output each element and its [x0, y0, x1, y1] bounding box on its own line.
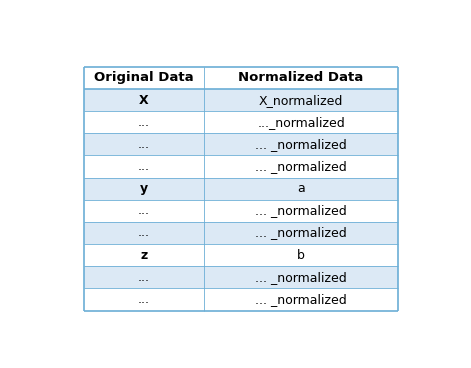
Text: z: z	[140, 249, 148, 262]
Text: ...: ...	[138, 226, 150, 240]
Bar	[84, 222, 398, 244]
Text: X_normalized: X_normalized	[259, 93, 343, 107]
Text: Normalized Data: Normalized Data	[238, 71, 364, 84]
Bar	[84, 200, 398, 222]
Text: y: y	[140, 182, 148, 195]
Bar	[84, 111, 398, 133]
Text: ...: ...	[138, 293, 150, 306]
Text: ... _normalized: ... _normalized	[255, 138, 347, 151]
Bar	[84, 289, 398, 311]
Text: ...: ...	[138, 160, 150, 173]
Text: b: b	[297, 249, 305, 262]
Text: ... _normalized: ... _normalized	[255, 160, 347, 173]
Text: ..._normalized: ..._normalized	[257, 116, 345, 129]
Text: ... _normalized: ... _normalized	[255, 293, 347, 306]
Text: ...: ...	[138, 116, 150, 129]
Text: X: X	[139, 93, 149, 107]
Bar	[84, 266, 398, 289]
Bar	[84, 89, 398, 111]
Text: ... _normalized: ... _normalized	[255, 271, 347, 284]
Bar	[84, 133, 398, 155]
Text: Original Data: Original Data	[94, 71, 194, 84]
Bar	[84, 67, 398, 89]
Bar	[84, 155, 398, 178]
Text: ...: ...	[138, 204, 150, 217]
Text: a: a	[297, 182, 305, 195]
Bar	[84, 178, 398, 200]
Bar	[84, 244, 398, 266]
Text: ...: ...	[138, 271, 150, 284]
Text: ... _normalized: ... _normalized	[255, 204, 347, 217]
Text: ...: ...	[138, 138, 150, 151]
Text: ... _normalized: ... _normalized	[255, 226, 347, 240]
